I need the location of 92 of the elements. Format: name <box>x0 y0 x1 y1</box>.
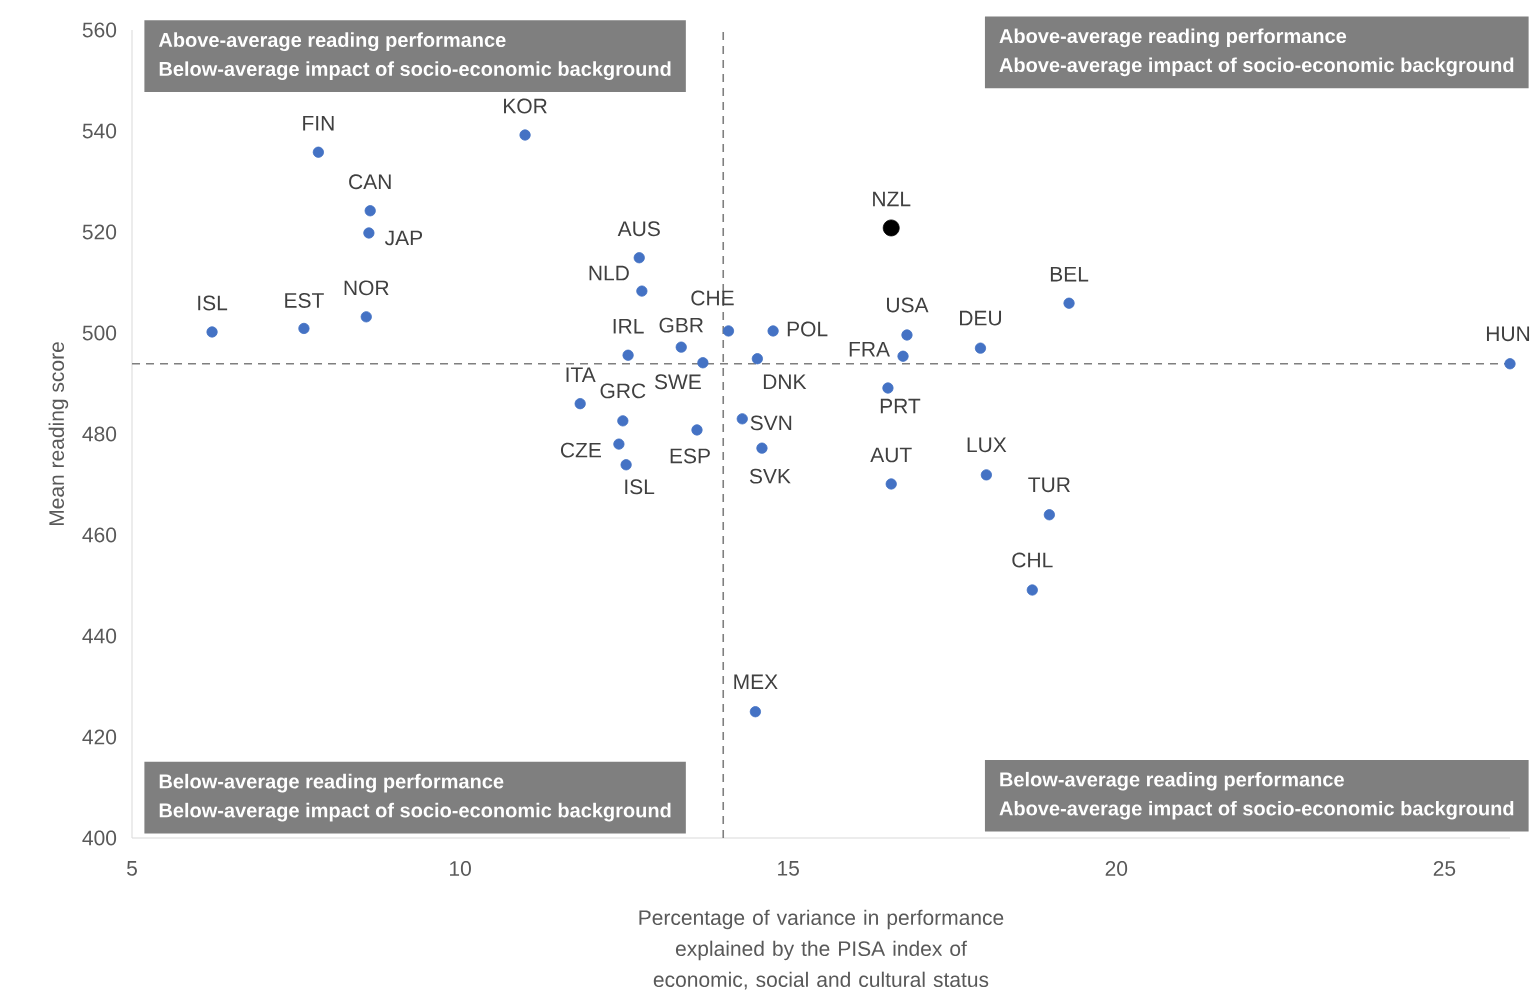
point <box>675 341 687 353</box>
point <box>736 413 748 425</box>
point <box>1026 584 1038 596</box>
y-tick-label: 400 <box>82 830 117 846</box>
point <box>882 219 900 237</box>
annotation: POL <box>787 321 828 337</box>
x-tick-label: 15 <box>778 861 799 876</box>
annotation: Below-average reading performance <box>1000 771 1344 791</box>
annotation: AUT <box>870 447 912 463</box>
y-tick-label: 440 <box>82 628 117 644</box>
annotation: BEL <box>1050 266 1089 282</box>
annotation: SVK <box>749 468 791 484</box>
point <box>974 342 987 354</box>
annotation: USA <box>887 297 929 313</box>
annotation: ITA <box>566 367 596 382</box>
point <box>980 469 992 481</box>
point <box>901 329 913 341</box>
y-axis-title: Mean reading score <box>48 342 69 526</box>
x-tick-label: 5 <box>127 861 137 876</box>
annotation: NZL <box>873 191 911 207</box>
point <box>617 415 629 427</box>
point <box>613 438 625 450</box>
y-tick-label: 540 <box>82 123 117 139</box>
point <box>722 325 735 337</box>
annotation: ISL <box>625 479 655 495</box>
point <box>749 706 761 718</box>
y-tick-label: 500 <box>82 325 117 341</box>
point <box>767 325 779 337</box>
annotation: CZE <box>560 442 601 458</box>
annotation: CHE <box>691 290 734 306</box>
annotation: CAN <box>349 174 391 190</box>
annotation: MEX <box>734 674 778 689</box>
annotation: IRL <box>613 319 644 334</box>
annotation: JAP <box>384 230 423 246</box>
annotation: Below-average reading performance <box>159 773 504 793</box>
point <box>206 326 218 338</box>
point <box>882 382 894 394</box>
point <box>633 252 645 264</box>
point <box>574 398 586 410</box>
point <box>756 442 768 454</box>
point <box>519 129 531 141</box>
annotation: FIN <box>303 115 334 131</box>
annotation: AUS <box>617 221 660 237</box>
point <box>636 285 648 297</box>
point <box>885 478 897 490</box>
annotation: Above-average reading performance <box>158 32 506 52</box>
annotation: Below-average impact of socio-economic background <box>159 61 671 81</box>
x-tick-label: 25 <box>1433 861 1456 876</box>
annotation: GRC <box>600 383 646 399</box>
annotation: FRA <box>849 342 890 357</box>
annotation: DEU <box>960 310 1002 326</box>
annotation: GBR <box>659 317 704 333</box>
annotation: Above-average impact of socio-economic background <box>999 57 1514 77</box>
point <box>897 350 909 362</box>
annotation: SWE <box>654 374 701 390</box>
y-tick-label: 420 <box>82 729 117 745</box>
y-tick-label: 560 <box>82 22 117 38</box>
y-tick-label: 520 <box>82 224 117 240</box>
annotation: TUR <box>1028 477 1070 493</box>
annotation: NLD <box>589 265 629 281</box>
annotation: EST <box>285 293 324 308</box>
point <box>751 353 763 365</box>
point <box>363 227 375 239</box>
annotation: NOR <box>344 280 389 296</box>
annotation: LUX <box>967 437 1007 453</box>
annotation: Below-average impact of socio-economic background <box>159 802 671 822</box>
annotation: PRT <box>880 398 921 414</box>
x-tick-label: 10 <box>450 861 471 876</box>
point <box>622 349 634 361</box>
x-tick-label: 20 <box>1105 861 1128 876</box>
point <box>1063 297 1075 309</box>
point <box>1043 509 1055 521</box>
annotation: SVN <box>750 415 792 431</box>
point <box>298 322 310 335</box>
annotation: Above-average impact of socio-economic background <box>999 800 1514 820</box>
point <box>364 205 376 217</box>
annotation: ESP <box>670 448 710 464</box>
point <box>360 311 372 323</box>
annotation: CHL <box>1012 552 1053 568</box>
annotation: Above-average reading performance <box>999 28 1347 48</box>
point <box>312 146 324 158</box>
x-axis-title: Percentage of variance in performance explained by the PISA index of economic, social and cultural status <box>639 909 1004 990</box>
point <box>697 357 709 369</box>
annotation: HUN <box>1486 326 1530 342</box>
point <box>620 459 632 471</box>
annotation: KOR <box>504 98 547 114</box>
point <box>691 424 703 436</box>
point <box>1504 358 1516 370</box>
annotation: DNK <box>763 374 807 389</box>
annotation: ISL <box>198 295 228 311</box>
y-tick-label: 460 <box>82 527 117 543</box>
y-tick-label: 480 <box>82 426 117 442</box>
